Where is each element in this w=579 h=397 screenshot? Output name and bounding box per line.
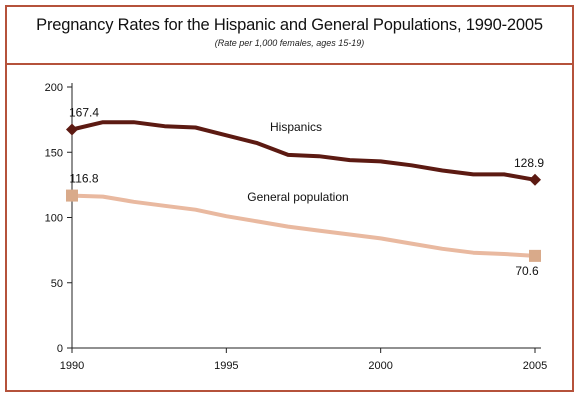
y-tick-label: 50: [51, 278, 63, 290]
data-point-marker: [529, 249, 541, 262]
y-tick-label: 0: [57, 343, 63, 355]
series-line-hispanics: [70, 120, 537, 182]
x-tick-label: 2000: [368, 360, 392, 372]
chart-subtitle: (Rate per 1,000 females, ages 15-19): [214, 38, 365, 48]
y-tick-label: 200: [45, 82, 63, 94]
series-label-hispanics: Hispanics: [270, 120, 322, 134]
chart-header: Pregnancy Rates for the Hispanic and Gen…: [7, 7, 572, 65]
series-line-general-population: [70, 193, 537, 258]
x-tick-label: 1995: [214, 360, 238, 372]
x-tick-label: 1990: [60, 360, 84, 372]
series-label-general-population: General population: [247, 190, 348, 204]
data-label: 167.4: [69, 106, 99, 120]
data-point-marker: [66, 123, 78, 136]
x-tick-label: 2005: [523, 360, 547, 372]
data-label: 116.8: [69, 172, 98, 186]
data-label: 128.9: [514, 156, 544, 170]
chart-title: Pregnancy Rates for the Hispanic and Gen…: [36, 16, 543, 34]
y-tick-label: 150: [45, 147, 63, 159]
data-point-marker: [529, 173, 541, 186]
data-label: 70.6: [515, 264, 539, 278]
y-tick-label: 100: [45, 213, 63, 225]
data-point-marker: [66, 189, 78, 202]
